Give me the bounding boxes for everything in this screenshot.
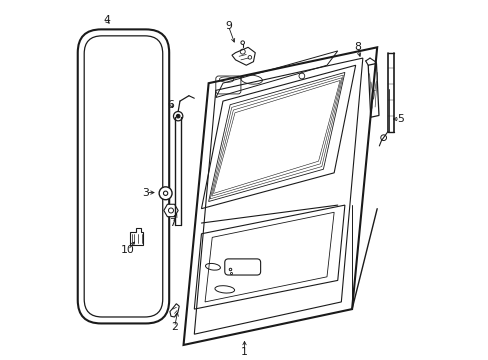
Text: 3: 3 bbox=[142, 188, 149, 198]
Text: 5: 5 bbox=[396, 114, 403, 124]
Text: 6: 6 bbox=[167, 100, 174, 110]
Text: 1: 1 bbox=[241, 347, 247, 357]
Text: 10: 10 bbox=[121, 245, 135, 255]
Ellipse shape bbox=[159, 187, 172, 200]
Text: 7: 7 bbox=[169, 218, 176, 228]
Ellipse shape bbox=[176, 114, 180, 118]
Ellipse shape bbox=[173, 112, 183, 121]
Text: 2: 2 bbox=[171, 322, 178, 332]
Text: 9: 9 bbox=[224, 21, 231, 31]
Ellipse shape bbox=[163, 191, 167, 195]
Text: 4: 4 bbox=[103, 15, 110, 26]
Text: 8: 8 bbox=[353, 42, 360, 52]
Ellipse shape bbox=[241, 41, 244, 44]
